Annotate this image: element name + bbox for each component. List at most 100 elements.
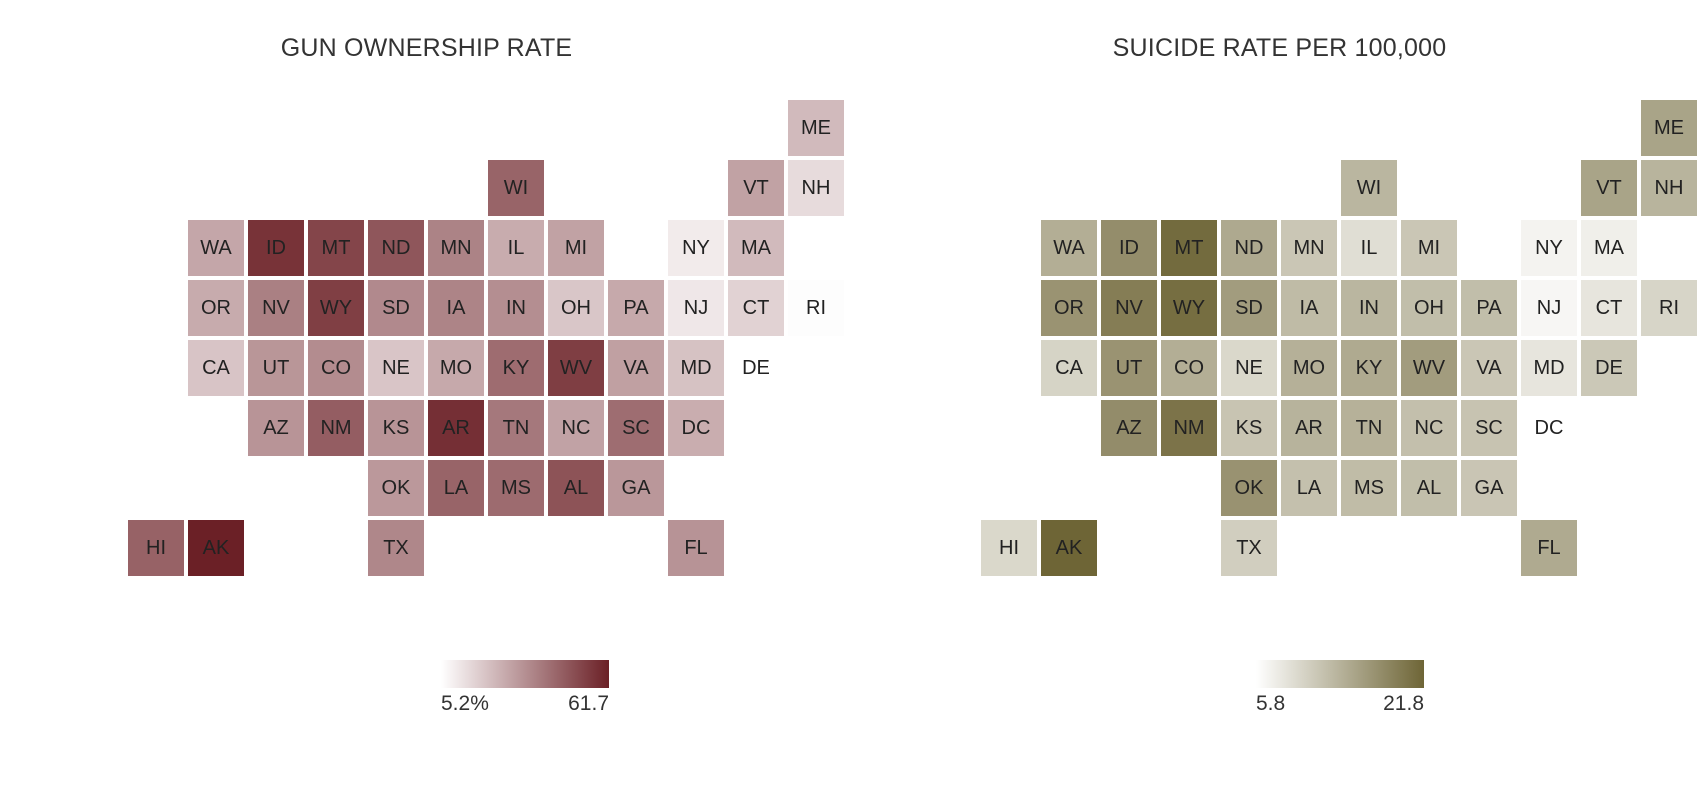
state-tile-wy: WY [308,280,364,336]
suicide-rate-legend-max: 21.8 [1383,692,1424,715]
state-tile-ks: KS [1221,400,1277,456]
state-tile-in: IN [1341,280,1397,336]
state-tile-nm: NM [1161,400,1217,456]
state-tile-nc: NC [1401,400,1457,456]
state-tile-la: LA [428,460,484,516]
state-tile-tx: TX [1221,520,1277,576]
gun-ownership-legend-gradient [441,660,609,688]
suicide-rate-tile-map: ME WI VT NH WA ID MT ND MN IL MI NY MA OR NV WY SD IA IN OH… [853,0,1706,600]
state-tile-wi: WI [488,160,544,216]
state-tile-ct: CT [728,280,784,336]
state-tile-ak: AK [188,520,244,576]
state-tile-mo: MO [1281,340,1337,396]
state-tile-fl: FL [1521,520,1577,576]
state-tile-or: OR [188,280,244,336]
state-tile-ar: AR [428,400,484,456]
state-tile-wv: WV [548,340,604,396]
state-tile-id: ID [1101,220,1157,276]
state-tile-de: DE [1581,340,1637,396]
state-tile-ok: OK [1221,460,1277,516]
state-tile-ny: NY [668,220,724,276]
state-tile-az: AZ [1101,400,1157,456]
state-tile-vt: VT [728,160,784,216]
state-tile-ga: GA [1461,460,1517,516]
state-tile-ct: CT [1581,280,1637,336]
state-tile-ia: IA [1281,280,1337,336]
suicide-rate-legend-gradient [1256,660,1424,688]
state-tile-la: LA [1281,460,1337,516]
state-tile-dc: DC [1521,400,1577,456]
suicide-rate-legend-min: 5.8 [1256,692,1286,715]
state-tile-ma: MA [1581,220,1637,276]
state-tile-nh: NH [788,160,844,216]
state-tile-il: IL [488,220,544,276]
state-tile-hi: HI [128,520,184,576]
state-tile-wy: WY [1161,280,1217,336]
gun-ownership-legend-max: 61.7 [568,692,609,715]
state-tile-ma: MA [728,220,784,276]
state-tile-in: IN [488,280,544,336]
state-tile-ms: MS [488,460,544,516]
gun-ownership-tile-map: ME WI VT NH WA ID MT ND MN IL MI NY MA OR NV WY SD IA IN OH… [0,0,853,600]
state-tile-ar: AR [1281,400,1337,456]
state-tile-ga: GA [608,460,664,516]
state-tile-il: IL [1341,220,1397,276]
state-tile-va: VA [608,340,664,396]
state-tile-al: AL [548,460,604,516]
state-tile-ca: CA [1041,340,1097,396]
state-tile-nd: ND [1221,220,1277,276]
suicide-rate-title: SUICIDE RATE PER 100,000 [1112,34,1447,62]
state-tile-ne: NE [1221,340,1277,396]
state-tile-tn: TN [488,400,544,456]
suicide-rate-panel: SUICIDE RATE PER 100,000 ME WI VT NH WA ID MT N… [853,0,1706,794]
state-tile-tn: TN [1341,400,1397,456]
state-tile-mt: MT [1161,220,1217,276]
state-tile-ky: KY [1341,340,1397,396]
state-tile-md: MD [1521,340,1577,396]
state-tile-nj: NJ [668,280,724,336]
suicide-rate-legend: 5.8 21.8 [1256,660,1424,715]
state-tile-me: ME [1641,100,1697,156]
state-tile-id: ID [248,220,304,276]
state-tile-nv: NV [1101,280,1157,336]
state-tile-mn: MN [428,220,484,276]
state-tile-or: OR [1041,280,1097,336]
state-tile-sc: SC [608,400,664,456]
state-tile-ok: OK [368,460,424,516]
gun-ownership-legend-min: 5.2% [441,692,489,715]
state-tile-sc: SC [1461,400,1517,456]
state-tile-ny: NY [1521,220,1577,276]
state-tile-sd: SD [1221,280,1277,336]
state-tile-mt: MT [308,220,364,276]
state-tile-pa: PA [1461,280,1517,336]
state-tile-ut: UT [248,340,304,396]
state-tile-ut: UT [1101,340,1157,396]
state-tile-nj: NJ [1521,280,1577,336]
state-tile-oh: OH [548,280,604,336]
state-tile-ne: NE [368,340,424,396]
state-tile-ms: MS [1341,460,1397,516]
state-tile-tx: TX [368,520,424,576]
state-tile-ri: RI [1641,280,1697,336]
state-tile-nh: NH [1641,160,1697,216]
state-tile-ak: AK [1041,520,1097,576]
state-tile-az: AZ [248,400,304,456]
state-tile-nc: NC [548,400,604,456]
state-tile-ia: IA [428,280,484,336]
gun-ownership-legend: 5.2% 61.7 [441,660,609,715]
state-tile-nv: NV [248,280,304,336]
state-tile-sd: SD [368,280,424,336]
state-tile-mn: MN [1281,220,1337,276]
state-tile-co: CO [308,340,364,396]
state-tile-vt: VT [1581,160,1637,216]
state-tile-nm: NM [308,400,364,456]
state-tile-wv: WV [1401,340,1457,396]
state-tile-md: MD [668,340,724,396]
state-tile-mi: MI [1401,220,1457,276]
state-tile-ri: RI [788,280,844,336]
state-tile-ks: KS [368,400,424,456]
state-tile-wa: WA [1041,220,1097,276]
state-tile-de: DE [728,340,784,396]
gun-ownership-panel: GUN OWNERSHIP RATE ME WI VT NH WA ID MT ND MN IL M… [0,0,853,715]
state-tile-wi: WI [1341,160,1397,216]
